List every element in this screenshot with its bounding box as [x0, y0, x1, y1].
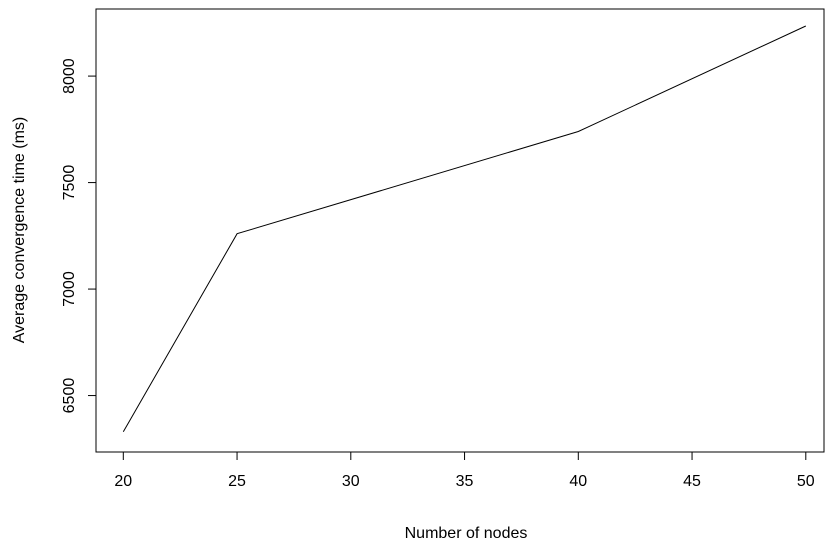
y-tick-label: 7000: [61, 271, 78, 307]
x-tick-label: 50: [797, 473, 815, 490]
x-axis: 20 25 30 35 40 45 50: [114, 452, 815, 490]
series-line: [122, 25, 807, 433]
x-axis-title: Number of nodes: [405, 525, 528, 542]
y-tick-label: 6500: [61, 378, 78, 414]
x-tick-label: 45: [683, 473, 701, 490]
x-tick-label: 35: [456, 473, 474, 490]
y-axis-title: Average convergence time (ms): [11, 117, 28, 343]
x-tick-label: 25: [228, 473, 246, 490]
plot-area-frame: [95, 8, 825, 453]
y-tick-label: 7500: [61, 165, 78, 201]
y-tick-label: 8000: [61, 58, 78, 94]
y-axis: 6500 7000 7500 8000: [61, 58, 96, 413]
x-tick-label: 40: [569, 473, 587, 490]
x-tick-label: 30: [342, 473, 360, 490]
x-tick-label: 20: [114, 473, 132, 490]
